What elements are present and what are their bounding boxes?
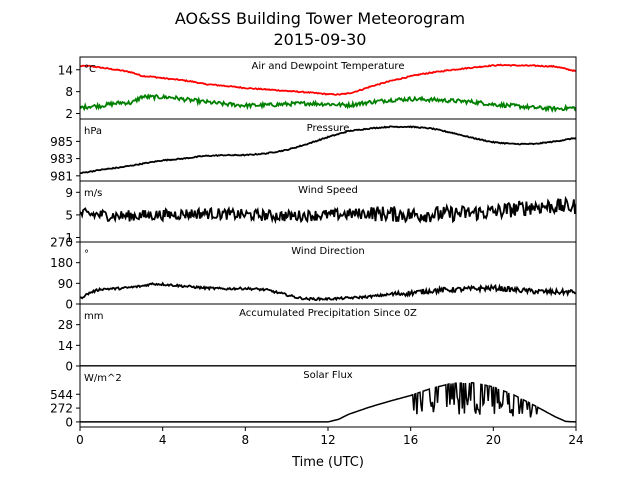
y-tick-label: 0: [65, 298, 73, 312]
y-tick-label: 90: [58, 277, 73, 291]
figure-subtitle: 2015-09-30: [274, 30, 367, 49]
panel-unit-temp: °C: [84, 64, 96, 75]
panel-unit-wind_dir: °: [84, 249, 89, 260]
y-tick-label: 270: [50, 236, 73, 250]
series-line-pressure-0: [80, 125, 576, 175]
x-tick-label: 4: [159, 433, 167, 447]
x-tick-label: 20: [486, 433, 501, 447]
y-tick-label: 0: [65, 415, 73, 429]
y-tick-label: 28: [58, 318, 73, 332]
x-tick-label: 24: [568, 433, 583, 447]
panel-unit-precip: mm: [84, 311, 103, 322]
series-line-temp-0: [80, 63, 576, 96]
panel-unit-wind_speed: m/s: [84, 188, 102, 199]
y-tick-label: 981: [50, 169, 73, 183]
y-tick-label: 180: [50, 256, 73, 270]
panel-title-wind_dir: Wind Direction: [291, 246, 365, 257]
x-tick-label: 16: [403, 433, 418, 447]
series-line-solar-0: [80, 382, 576, 423]
panel-unit-solar: W/m^2: [84, 373, 122, 384]
y-tick-label: 14: [58, 63, 73, 77]
panel-title-precip: Accumulated Precipitation Since 0Z: [239, 308, 417, 319]
y-tick-label: 544: [50, 388, 73, 402]
y-tick-label: 983: [50, 152, 73, 166]
y-tick-label: 0: [65, 360, 73, 374]
panel-precip: 0 14 28 Accumulated Precipitation Since 0Z m…: [58, 303, 577, 374]
series-line-wind_dir-0: [80, 281, 576, 302]
y-tick-label: 272: [50, 402, 73, 416]
panel-pressure: 981 983 985 Pressure hPa: [50, 118, 577, 183]
panel-unit-pressure: hPa: [84, 126, 102, 137]
panel-title-solar: Solar Flux: [303, 370, 353, 381]
y-tick-label: 9: [65, 186, 73, 200]
y-tick-label: 2: [65, 107, 73, 121]
y-tick-label: 985: [50, 135, 73, 149]
series-line-temp-1: [80, 93, 576, 113]
y-tick-label: 8: [65, 85, 73, 99]
panel-title-pressure: Pressure: [307, 123, 350, 134]
panel-wind_speed: 1 5 9 Wind Speed m/s: [65, 180, 577, 245]
panel-temp: 2 8 14 Air and Dewpoint Temperature °C: [58, 56, 577, 121]
y-tick-label: 1: [65, 231, 73, 245]
x-tick-label: 8: [242, 433, 250, 447]
y-tick-label: 5: [65, 208, 73, 222]
panel-title-wind_speed: Wind Speed: [298, 185, 358, 196]
x-tick-label: 0: [76, 433, 84, 447]
panel-wind_dir: 0 90 180 270 Wind Direction °: [50, 236, 577, 312]
x-tick-label: 12: [320, 433, 335, 447]
x-axis-label: Time (UTC): [291, 455, 364, 470]
series-line-wind_speed-0: [80, 195, 576, 225]
y-tick-label: 14: [58, 339, 73, 353]
figure-title: AO&SS Building Tower Meteorogram: [175, 9, 465, 28]
panel-title-temp: Air and Dewpoint Temperature: [252, 61, 405, 72]
